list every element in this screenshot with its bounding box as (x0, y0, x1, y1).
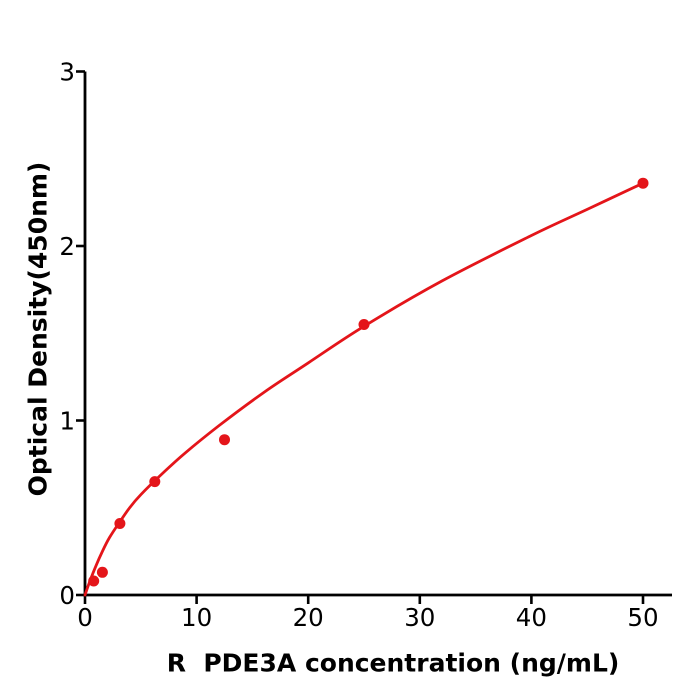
data-point-marker (358, 319, 370, 330)
y-tick-label: 2 (59, 232, 75, 261)
data-point-marker (149, 476, 161, 488)
y-tick-label: 0 (59, 581, 75, 610)
y-axis-title: Optical Density(450nm) (23, 161, 53, 497)
y-tick-label: 3 (59, 58, 75, 87)
data-point-marker (96, 566, 108, 578)
x-tick-label: 20 (293, 603, 324, 632)
x-tick-label: 40 (516, 603, 547, 632)
x-tick-label: 10 (181, 603, 212, 632)
data-point-marker (637, 177, 649, 189)
x-axis-title: R PDE3A concentration (ng/mL) (166, 648, 620, 678)
y-tick-label: 1 (59, 407, 75, 436)
axes-spines (83, 71, 672, 597)
fitted-curve-line (83, 181, 645, 597)
data-point-marker (219, 434, 230, 446)
data-point-marker (114, 518, 126, 529)
x-tick-label: 0 (77, 603, 93, 632)
x-tick-label: 30 (404, 603, 435, 632)
data-point-marker (88, 575, 100, 587)
x-tick-label: 50 (627, 603, 658, 632)
